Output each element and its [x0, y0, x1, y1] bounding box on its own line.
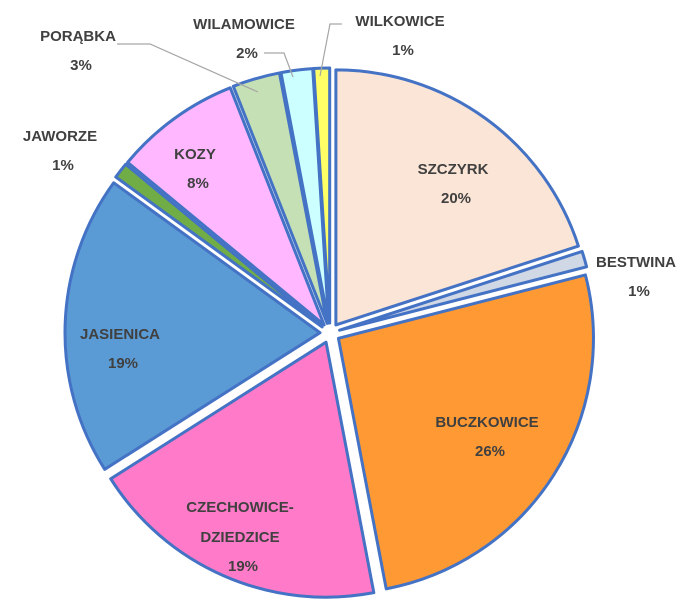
value-label: 2%: [236, 45, 258, 62]
pie-slice: [231, 71, 329, 325]
value-label: 3%: [70, 57, 92, 74]
value-label: 26%: [475, 443, 505, 460]
pie-slice: [338, 249, 589, 332]
value-label: 1%: [628, 283, 650, 300]
slice-label: PORĄBKA: [40, 28, 116, 45]
pie-slice: [336, 273, 595, 591]
value-label: 1%: [392, 42, 414, 59]
value-label: 8%: [187, 175, 209, 192]
slice-label: BUCZKOWICE: [435, 414, 538, 431]
pie-slice: [63, 181, 322, 471]
slice-label: BESTWINA: [596, 254, 676, 271]
pie-slice: [109, 340, 376, 599]
slice-label: WILAMOWICE: [193, 16, 295, 33]
leader-line: [264, 52, 294, 78]
leader-line: [117, 43, 259, 93]
pie-slice: [126, 86, 326, 327]
slice-label: CZECHOWICE-DZIEDZICE: [186, 499, 294, 546]
slice-label: WILKOWICE: [355, 13, 444, 30]
slice-label: KOZY: [174, 146, 216, 163]
slice-label: JASIENICA: [80, 326, 160, 343]
pie-slice: [334, 68, 580, 327]
value-label: 19%: [228, 558, 258, 575]
slice-label: JAWORZE: [23, 128, 97, 145]
value-label: 1%: [52, 157, 74, 174]
pie-slice: [114, 162, 324, 329]
leader-line: [319, 23, 342, 77]
value-label: 19%: [108, 355, 138, 372]
slice-label: SZCZYRK: [418, 161, 489, 178]
value-label: 20%: [441, 190, 471, 207]
